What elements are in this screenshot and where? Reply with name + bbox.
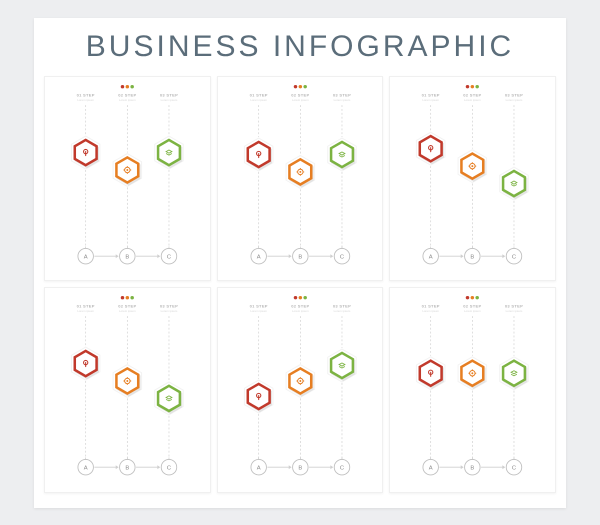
svg-text:Lorem ipsum: Lorem ipsum (292, 310, 309, 314)
svg-text:A: A (429, 254, 433, 260)
svg-text:02 STEP: 02 STEP (464, 92, 482, 97)
svg-text:01 STEP: 01 STEP (77, 92, 95, 97)
svg-text:01 STEP: 01 STEP (249, 304, 267, 309)
svg-text:C: C (340, 254, 344, 260)
svg-text:B: B (298, 466, 302, 472)
svg-text:A: A (84, 466, 88, 472)
svg-text:01 STEP: 01 STEP (422, 304, 440, 309)
svg-text:01 STEP: 01 STEP (249, 92, 267, 97)
svg-text:B: B (125, 466, 129, 472)
svg-text:A: A (256, 254, 260, 260)
svg-text:03 STEP: 03 STEP (333, 92, 351, 97)
svg-text:Lorem ipsum: Lorem ipsum (292, 98, 309, 102)
svg-text:C: C (167, 254, 171, 260)
infographic-frame: BUSINESS INFOGRAPHIC 01 STEPLorem ipsum0… (34, 18, 566, 508)
svg-text:Lorem ipsum: Lorem ipsum (464, 98, 481, 102)
svg-text:Lorem ipsum: Lorem ipsum (250, 98, 267, 102)
svg-text:03 STEP: 03 STEP (505, 304, 523, 309)
svg-text:03 STEP: 03 STEP (333, 304, 351, 309)
svg-text:02 STEP: 02 STEP (291, 304, 309, 309)
svg-text:01 STEP: 01 STEP (422, 92, 440, 97)
svg-text:C: C (512, 466, 516, 472)
svg-text:03 STEP: 03 STEP (160, 92, 178, 97)
svg-text:A: A (429, 466, 433, 472)
svg-text:A: A (256, 466, 260, 472)
infographic-panel-3: 01 STEPLorem ipsum02 STEPLorem ipsum03 S… (44, 287, 211, 492)
svg-text:Lorem ipsum: Lorem ipsum (333, 98, 350, 102)
svg-text:Lorem ipsum: Lorem ipsum (464, 310, 481, 314)
svg-text:B: B (298, 254, 302, 260)
infographic-panel-0: 01 STEPLorem ipsum02 STEPLorem ipsum03 S… (44, 76, 211, 281)
svg-text:02 STEP: 02 STEP (464, 304, 482, 309)
panel-grid: 01 STEPLorem ipsum02 STEPLorem ipsum03 S… (34, 70, 566, 502)
page-title: BUSINESS INFOGRAPHIC (34, 18, 566, 70)
svg-text:02 STEP: 02 STEP (291, 92, 309, 97)
svg-text:02 STEP: 02 STEP (118, 92, 136, 97)
svg-text:Lorem ipsum: Lorem ipsum (119, 310, 136, 314)
svg-text:Lorem ipsum: Lorem ipsum (506, 310, 523, 314)
svg-text:C: C (340, 466, 344, 472)
svg-text:Lorem ipsum: Lorem ipsum (423, 310, 440, 314)
svg-text:03 STEP: 03 STEP (160, 304, 178, 309)
svg-text:B: B (125, 254, 129, 260)
svg-text:Lorem ipsum: Lorem ipsum (77, 98, 94, 102)
svg-text:A: A (84, 254, 88, 260)
svg-text:C: C (167, 466, 171, 472)
svg-text:C: C (512, 254, 516, 260)
infographic-panel-1: 01 STEPLorem ipsum02 STEPLorem ipsum03 S… (217, 76, 384, 281)
svg-text:01 STEP: 01 STEP (77, 304, 95, 309)
svg-text:Lorem ipsum: Lorem ipsum (506, 98, 523, 102)
svg-text:03 STEP: 03 STEP (505, 92, 523, 97)
svg-text:Lorem ipsum: Lorem ipsum (119, 98, 136, 102)
svg-text:Lorem ipsum: Lorem ipsum (161, 310, 178, 314)
svg-text:Lorem ipsum: Lorem ipsum (423, 98, 440, 102)
svg-text:B: B (471, 254, 475, 260)
svg-text:Lorem ipsum: Lorem ipsum (250, 310, 267, 314)
infographic-panel-4: 01 STEPLorem ipsum02 STEPLorem ipsum03 S… (217, 287, 384, 492)
infographic-panel-5: 01 STEPLorem ipsum02 STEPLorem ipsum03 S… (389, 287, 556, 492)
svg-text:02 STEP: 02 STEP (118, 304, 136, 309)
svg-text:Lorem ipsum: Lorem ipsum (77, 310, 94, 314)
svg-text:B: B (471, 466, 475, 472)
infographic-panel-2: 01 STEPLorem ipsum02 STEPLorem ipsum03 S… (389, 76, 556, 281)
svg-text:Lorem ipsum: Lorem ipsum (333, 310, 350, 314)
svg-text:Lorem ipsum: Lorem ipsum (161, 98, 178, 102)
